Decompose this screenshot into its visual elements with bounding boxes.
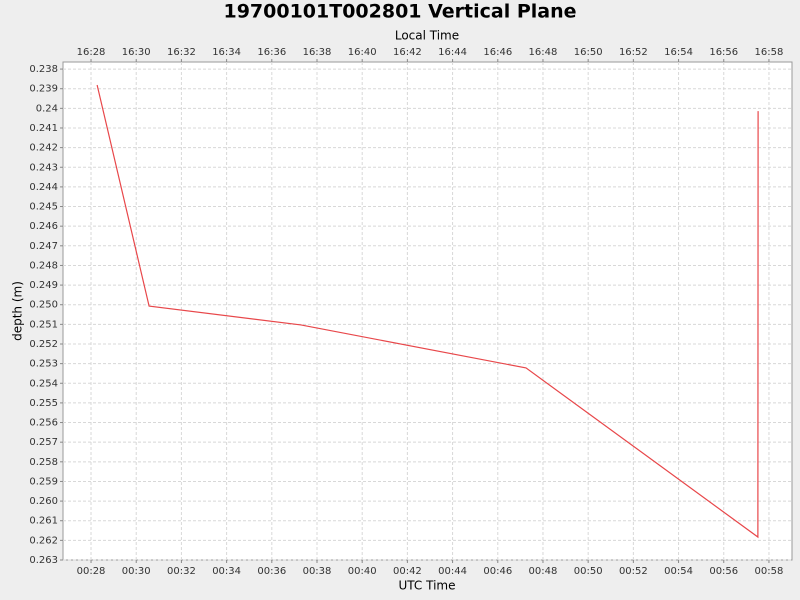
y-tick-label: 0.241 — [29, 123, 58, 134]
x-tick-label: 00:30 — [122, 566, 151, 577]
x2-tick-label: 16:58 — [755, 47, 784, 58]
y-tick-label: 0.243 — [29, 162, 58, 173]
y-tick-label: 0.249 — [29, 280, 58, 291]
x2-tick-label: 16:32 — [167, 47, 196, 58]
y-tick-label: 0.255 — [29, 398, 58, 409]
x-tick-label: 00:34 — [212, 566, 241, 577]
x-tick-label: 00:36 — [257, 566, 286, 577]
y-tick-label: 0.259 — [29, 476, 58, 487]
x2-tick-label: 16:44 — [438, 47, 467, 58]
y-tick-label: 0.250 — [29, 300, 58, 311]
y-tick-label: 0.246 — [29, 221, 58, 232]
x2-axis-title: Local Time — [395, 29, 459, 43]
y-tick-label: 0.24 — [36, 103, 58, 114]
chart-title: 19700101T002801 Vertical Plane — [223, 1, 576, 23]
x2-tick-label: 16:50 — [574, 47, 603, 58]
x2-tick-label: 16:42 — [393, 47, 422, 58]
y-tick-label: 0.263 — [29, 555, 58, 566]
x2-tick-label: 16:34 — [212, 47, 241, 58]
x-tick-label: 00:32 — [167, 566, 196, 577]
x2-tick-label: 16:48 — [529, 47, 558, 58]
x-tick-label: 00:56 — [709, 566, 738, 577]
x-tick-label: 00:46 — [483, 566, 512, 577]
y-tick-label: 0.242 — [29, 143, 58, 154]
x2-tick-label: 16:30 — [122, 47, 151, 58]
x-tick-label: 00:54 — [664, 566, 693, 577]
y-tick-label: 0.248 — [29, 260, 58, 271]
y-tick-label: 0.253 — [29, 359, 58, 370]
x-tick-label: 00:28 — [77, 566, 106, 577]
x2-tick-label: 16:52 — [619, 47, 648, 58]
x-tick-label: 00:52 — [619, 566, 648, 577]
x2-tick-label: 16:56 — [709, 47, 738, 58]
x-tick-label: 00:58 — [755, 566, 784, 577]
x2-tick-label: 16:36 — [257, 47, 286, 58]
y-tick-label: 0.239 — [29, 84, 58, 95]
x2-tick-label: 16:28 — [77, 47, 106, 58]
y-tick-label: 0.261 — [29, 516, 58, 527]
x2-tick-label: 16:54 — [664, 47, 693, 58]
x-tick-label: 00:38 — [303, 566, 332, 577]
y-tick-label: 0.251 — [29, 319, 58, 330]
x-tick-label: 00:44 — [438, 566, 467, 577]
y-tick-label: 0.252 — [29, 339, 58, 350]
y-tick-label: 0.256 — [29, 418, 58, 429]
x2-tick-label: 16:40 — [348, 47, 377, 58]
x-axis-title: UTC Time — [399, 579, 456, 593]
y-tick-label: 0.247 — [29, 241, 58, 252]
x-tick-label: 00:40 — [348, 566, 377, 577]
x2-tick-label: 16:38 — [303, 47, 332, 58]
data-line — [96, 84, 759, 539]
plot-area — [62, 61, 793, 561]
x2-tick-label: 16:46 — [483, 47, 512, 58]
x-tick-label: 00:42 — [393, 566, 422, 577]
y-axis-title: depth (m) — [11, 281, 25, 341]
y-tick-label: 0.254 — [29, 378, 58, 389]
y-tick-label: 0.238 — [29, 64, 58, 75]
x-tick-label: 00:50 — [574, 566, 603, 577]
y-tick-label: 0.245 — [29, 202, 58, 213]
y-tick-label: 0.258 — [29, 457, 58, 468]
y-tick-label: 0.260 — [29, 496, 58, 507]
x-tick-label: 00:48 — [529, 566, 558, 577]
y-tick-label: 0.257 — [29, 437, 58, 448]
y-tick-label: 0.244 — [29, 182, 58, 193]
y-tick-label: 0.262 — [29, 535, 58, 546]
